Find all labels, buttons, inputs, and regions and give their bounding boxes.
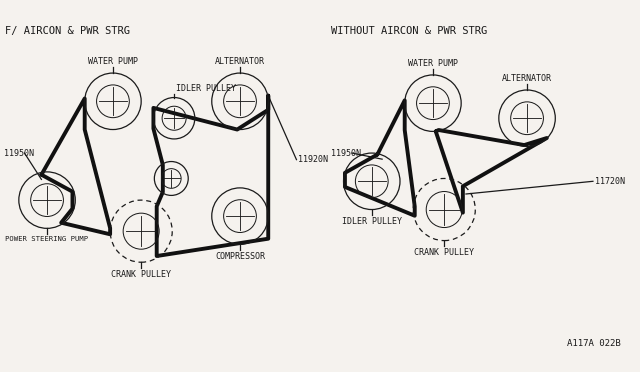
Text: ALTERNATOR: ALTERNATOR (502, 74, 552, 83)
Text: WITHOUT AIRCON & PWR STRG: WITHOUT AIRCON & PWR STRG (332, 26, 488, 36)
Text: 11920N: 11920N (298, 155, 328, 164)
Text: A117A 022B: A117A 022B (568, 339, 621, 348)
Text: 11950N: 11950N (4, 148, 34, 158)
Text: 11720N: 11720N (595, 177, 625, 186)
Text: CRANK PULLEY: CRANK PULLEY (414, 248, 474, 257)
Text: WATER PUMP: WATER PUMP (88, 57, 138, 67)
Text: 11950N: 11950N (332, 148, 362, 158)
Text: POWER STEERING PUMP: POWER STEERING PUMP (6, 236, 88, 242)
Text: ALTERNATOR: ALTERNATOR (215, 57, 265, 67)
Text: COMPRESSOR: COMPRESSOR (215, 252, 265, 261)
Text: IDLER PULLEY: IDLER PULLEY (176, 84, 236, 93)
Text: CRANK PULLEY: CRANK PULLEY (111, 270, 171, 279)
Text: IDLER PULLEY: IDLER PULLEY (342, 217, 402, 226)
Text: WATER PUMP: WATER PUMP (408, 60, 458, 68)
Text: F/ AIRCON & PWR STRG: F/ AIRCON & PWR STRG (4, 26, 130, 36)
